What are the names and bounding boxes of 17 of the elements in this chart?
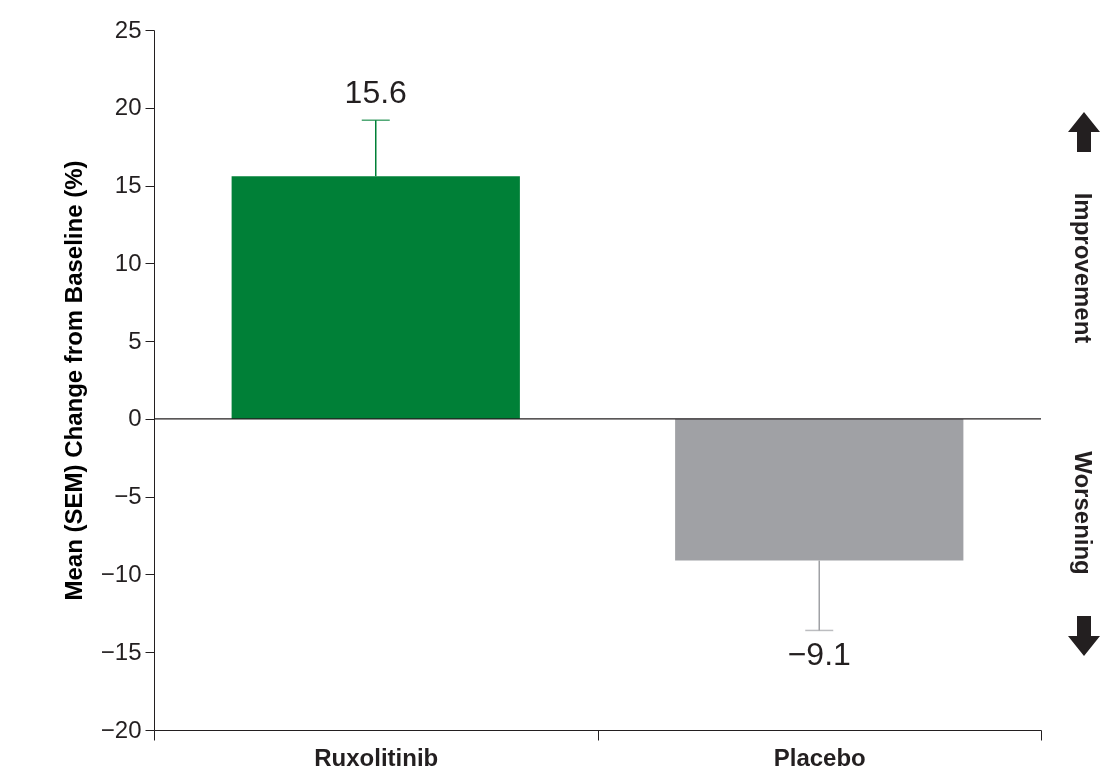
y-tick-label: 0	[128, 404, 142, 432]
y-tick-label: 20	[114, 93, 142, 121]
y-tick-label: −10	[100, 559, 142, 587]
y-tick-label: −15	[100, 637, 142, 665]
x-tick-label: Ruxolitinib	[314, 743, 439, 771]
x-tick-label: Placebo	[773, 743, 866, 771]
y-tick-label: 15	[114, 171, 142, 199]
y-tick-label: 10	[114, 248, 142, 276]
y-tick-label: −20	[100, 715, 142, 743]
y-tick-label: 5	[128, 326, 142, 354]
data-label: 15.6	[344, 74, 407, 111]
y-tick-label: −5	[114, 482, 142, 510]
text: Worsening	[1070, 451, 1097, 575]
text: Improvement	[1070, 192, 1097, 344]
y-axis-title: Mean (SEM) Change from Baseline (%)	[59, 160, 87, 601]
y-tick-label: 25	[114, 15, 142, 43]
data-label: −9.1	[787, 636, 851, 673]
